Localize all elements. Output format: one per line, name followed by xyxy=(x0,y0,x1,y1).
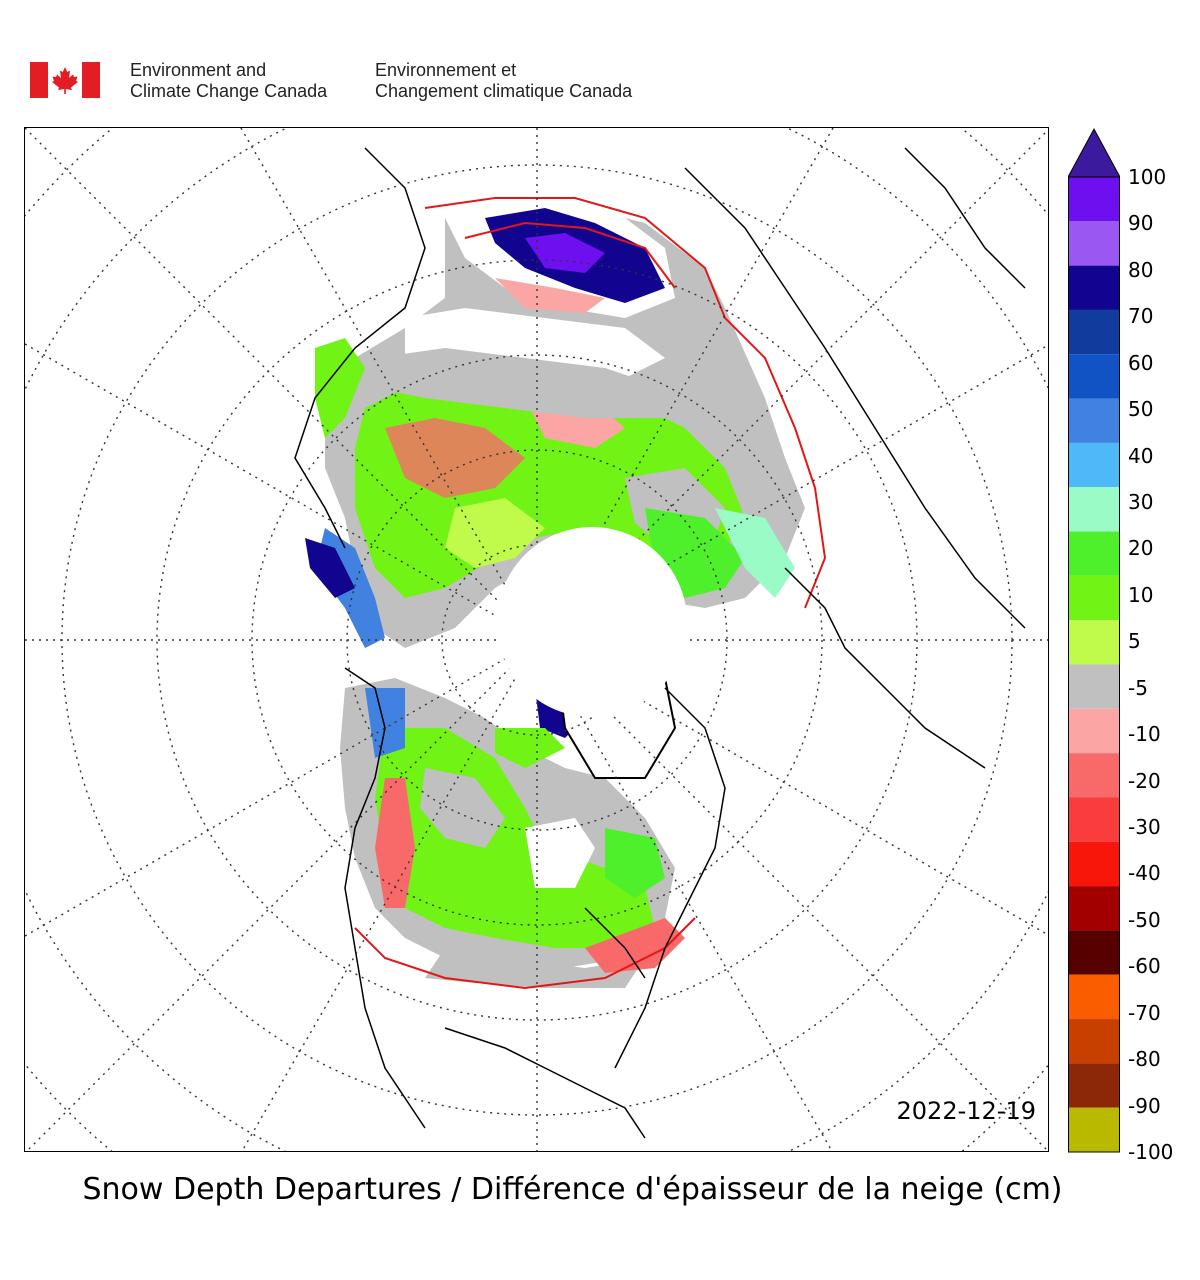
colorbar-swatch xyxy=(1068,841,1120,887)
colorbar-tick-label: 100 xyxy=(1128,165,1167,189)
colorbar-swatch xyxy=(1068,221,1120,266)
colorbar xyxy=(1068,127,1120,1153)
colorbar-tick-label: -40 xyxy=(1128,861,1161,886)
canada-flag-icon xyxy=(30,62,100,98)
agency-name-english: Environment and Climate Change Canada xyxy=(130,60,327,102)
colorbar-swatch xyxy=(1068,487,1120,532)
colorbar-tick-label: 5 xyxy=(1128,629,1141,654)
colorbar-swatch xyxy=(1068,708,1120,754)
north-pole-area xyxy=(497,527,687,717)
colorbar-tick-label: 50 xyxy=(1128,397,1154,422)
colorbar-tick-label: 10 xyxy=(1128,582,1154,607)
colorbar-swatch xyxy=(1068,1063,1120,1108)
agency-french-line-2: Changement climatique Canada xyxy=(375,81,633,101)
colorbar-tick-label: 60 xyxy=(1128,350,1154,375)
header: Environment and Climate Change Canada En… xyxy=(0,0,1200,120)
eurasia-snow-region xyxy=(305,198,805,648)
snow-depth-map: 2022-12-19 xyxy=(24,127,1049,1152)
colorbar-swatch xyxy=(1068,1019,1120,1064)
colorbar-swatch xyxy=(1068,797,1120,842)
colorbar-tick-label: -80 xyxy=(1128,1047,1161,1072)
colorbar-tick-label: 20 xyxy=(1128,536,1154,561)
colorbar-tick-label: 30 xyxy=(1128,490,1154,514)
colorbar-tick-label: -30 xyxy=(1128,815,1161,839)
colorbar-tick-label: -10 xyxy=(1128,722,1161,747)
colorbar-frame xyxy=(1068,176,1120,1153)
colorbar-tick-label: 70 xyxy=(1128,304,1154,329)
colorbar-swatch xyxy=(1068,886,1120,931)
colorbar-extend-arrow xyxy=(1068,127,1120,178)
colorbar-swatch xyxy=(1068,664,1120,709)
colorbar-swatch xyxy=(1068,620,1120,665)
colorbar-swatch xyxy=(1068,265,1120,310)
colorbar-tick-label: -5 xyxy=(1128,675,1148,700)
map-date: 2022-12-19 xyxy=(896,1097,1036,1125)
colorbar-swatch xyxy=(1068,398,1120,443)
colorbar-swatch xyxy=(1068,442,1120,488)
colorbar-tick-label: -90 xyxy=(1128,1093,1161,1118)
agency-english-line-2: Climate Change Canada xyxy=(130,81,328,101)
land-outlines xyxy=(294,147,1026,1139)
colorbar-swatch xyxy=(1068,354,1120,399)
colorbar-tick-label: -50 xyxy=(1128,907,1161,932)
colorbar-swatch xyxy=(1068,974,1120,1020)
colorbar-tick-label: -70 xyxy=(1128,1000,1161,1025)
agency-french-line-1: Environnement et xyxy=(375,60,517,80)
map-canvas xyxy=(25,128,1048,1151)
colorbar-tick-label: -60 xyxy=(1128,954,1161,979)
europe-snow-region xyxy=(375,198,675,418)
colorbar-tick-label: -20 xyxy=(1128,768,1161,793)
colorbar-tick-label: 80 xyxy=(1128,257,1154,282)
colorbar-tick-label: -100 xyxy=(1128,1140,1174,1164)
colorbar-swatch xyxy=(1068,575,1120,621)
colorbar-swatch xyxy=(1068,531,1120,576)
colorbar-swatch xyxy=(1068,1107,1120,1152)
agency-name-french: Environnement et Changement climatique C… xyxy=(375,60,632,102)
map-caption: Snow Depth Departures / Différence d'épa… xyxy=(82,1172,1063,1207)
colorbar-swatch xyxy=(1068,309,1120,355)
colorbar-labels: 100 90 80 70 60 50 40 30 20 10 5 -5 -10 -20 -30 -40 -50 -… xyxy=(1128,127,1198,1162)
colorbar-tick-label: 90 xyxy=(1128,211,1154,236)
colorbar-swatch xyxy=(1068,930,1120,975)
colorbar-swatch xyxy=(1068,177,1120,222)
colorbar-tick-label: 40 xyxy=(1128,443,1154,468)
colorbar-swatch xyxy=(1068,753,1120,798)
agency-english-line-1: Environment and xyxy=(130,60,267,80)
